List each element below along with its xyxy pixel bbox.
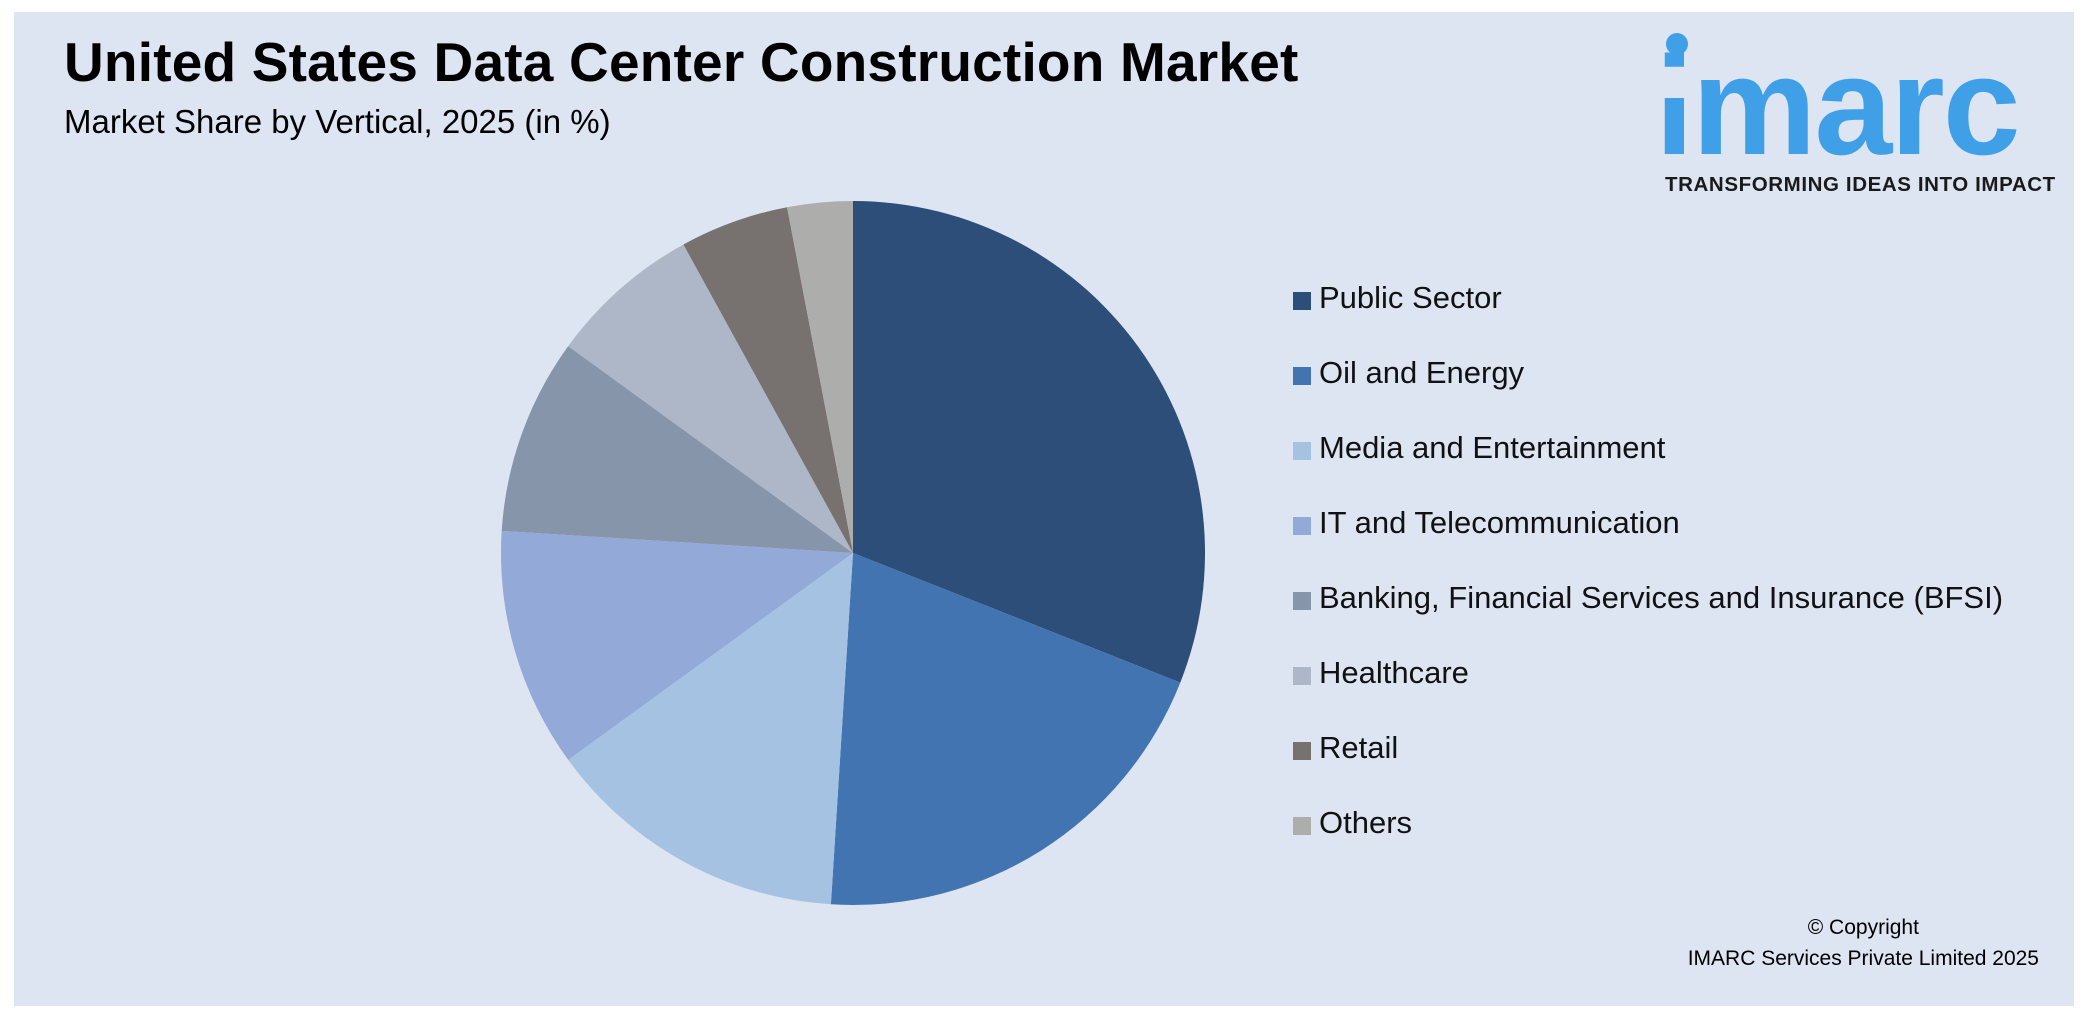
legend-label: Media and Entertainment	[1319, 430, 1666, 465]
legend-swatch	[1293, 517, 1311, 535]
legend-swatch	[1293, 367, 1311, 385]
copyright-line-1: © Copyright	[1807, 916, 1919, 939]
legend-item: Banking, Financial Services and Insuranc…	[1293, 578, 2003, 653]
legend-item: Healthcare	[1293, 653, 2003, 728]
logo-wordmark: imarc	[1655, 27, 2021, 184]
legend-swatch	[1293, 742, 1311, 760]
logo-dot-icon	[1666, 33, 1688, 55]
legend-item: Public Sector	[1293, 278, 2003, 353]
imarc-logo: imarc TRANSFORMING IDEAS INTO IMPACT	[1655, 28, 2055, 203]
legend-item: IT and Telecommunication	[1293, 503, 2003, 578]
pie-slice-it-and-telecommunication	[500, 530, 853, 760]
legend-label: Others	[1319, 805, 1413, 840]
pie-slice-retail	[683, 207, 853, 553]
pie-slice-oil-and-energy	[830, 553, 1181, 905]
legend-item: Others	[1293, 803, 2003, 878]
logo-tagline: TRANSFORMING IDEAS INTO IMPACT	[1665, 173, 2056, 196]
chart-title: United States Data Center Construction M…	[64, 31, 1299, 93]
legend-swatch	[1293, 592, 1311, 610]
copyright-line-2: IMARC Services Private Limited 2025	[1687, 947, 2039, 970]
legend-swatch	[1293, 292, 1311, 310]
chart-subtitle: Market Share by Vertical, 2025 (in %)	[64, 103, 611, 140]
legend-swatch	[1293, 667, 1311, 685]
legend-item: Oil and Energy	[1293, 353, 2003, 428]
legend-label: Retail	[1319, 730, 1399, 765]
legend-label: Oil and Energy	[1319, 355, 1525, 390]
copyright-notice: © Copyright IMARC Services Private Limit…	[1688, 912, 2039, 974]
legend-label: Healthcare	[1319, 655, 1469, 690]
pie-slice-banking-financial-services-and-insurance-bfsi	[501, 346, 853, 553]
legend-swatch	[1293, 817, 1311, 835]
legend-swatch	[1293, 442, 1311, 460]
pie-slice-media-and-entertainment	[568, 553, 853, 905]
pie-slice-others	[787, 201, 853, 553]
legend-label: Banking, Financial Services and Insuranc…	[1319, 580, 2004, 615]
legend-label: Public Sector	[1319, 280, 1502, 315]
logo-i-gap	[1659, 72, 1693, 98]
pie-slice-healthcare	[568, 244, 853, 554]
legend-label: IT and Telecommunication	[1319, 505, 1680, 540]
legend-item: Retail	[1293, 728, 2003, 803]
chart-legend: Public Sector Oil and Energy Media and Ent…	[1293, 278, 2003, 878]
pie-slice-public-sector	[853, 201, 1205, 683]
legend-item: Media and Entertainment	[1293, 428, 2003, 503]
